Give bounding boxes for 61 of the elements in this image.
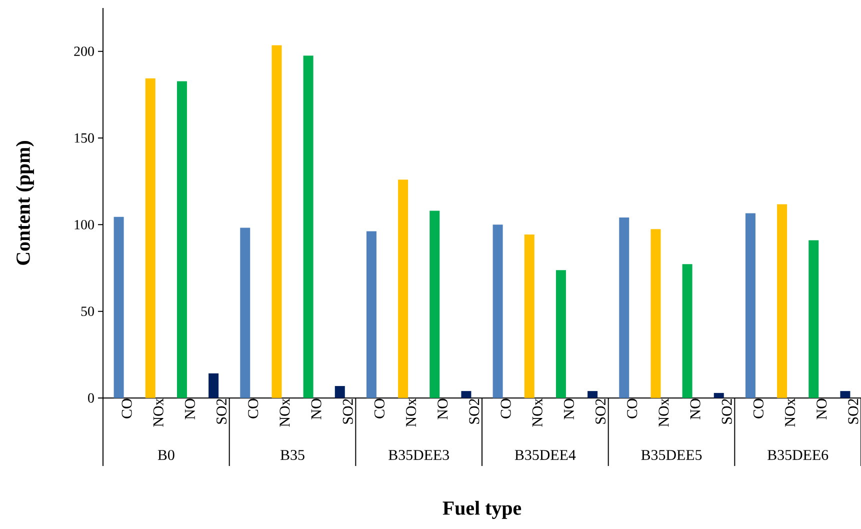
text: SO2	[848, 399, 858, 424]
bar	[208, 373, 219, 398]
bar	[840, 391, 850, 398]
text: CO	[374, 398, 384, 418]
bar	[334, 386, 345, 398]
text: CO	[248, 398, 258, 418]
x-tick-label: B35	[280, 450, 304, 460]
bar	[745, 213, 756, 398]
x-tick-label: B35DEE5	[641, 450, 702, 460]
bar	[398, 180, 408, 398]
bar	[240, 228, 250, 398]
text: CO	[753, 398, 764, 418]
bar	[682, 264, 692, 398]
bar	[808, 240, 819, 398]
text: SO2	[722, 399, 732, 424]
text: NOx	[532, 398, 542, 427]
y-axis-title: Content (ppm)	[16, 141, 34, 265]
bar	[619, 218, 630, 398]
y-tick-label: 200	[74, 46, 94, 56]
text: CO	[500, 398, 511, 418]
bar	[650, 229, 661, 398]
text: CO	[122, 398, 132, 418]
bar	[461, 391, 472, 398]
bar	[145, 78, 156, 398]
bar	[588, 391, 598, 398]
text: NO	[184, 398, 195, 420]
bar	[303, 56, 314, 398]
bar	[430, 210, 440, 398]
text: NO	[311, 398, 322, 420]
text: SO2	[342, 399, 353, 424]
text: CO	[627, 398, 638, 418]
text: NO	[816, 398, 827, 420]
text: SO2	[469, 399, 480, 424]
x-axis-title: Fuel type	[442, 500, 522, 519]
x-tick-label: B35DEE4	[514, 450, 576, 460]
y-tick-label: 0	[88, 393, 94, 403]
text: NOx	[406, 398, 416, 427]
bar	[114, 216, 124, 398]
text: SO2	[596, 399, 606, 424]
text: NO	[564, 398, 574, 420]
bar	[714, 392, 724, 398]
text: NOx	[658, 398, 669, 427]
text: NOx	[785, 398, 796, 427]
bar	[556, 270, 566, 398]
x-tick-label: B35DEE3	[388, 450, 449, 460]
text: NO	[690, 398, 700, 420]
y-tick-label: 50	[81, 306, 94, 316]
text: NO	[438, 398, 448, 420]
bar	[176, 81, 187, 398]
text: NOx	[280, 398, 290, 427]
x-tick-label: B35DEE6	[768, 450, 828, 460]
text: NOx	[153, 398, 164, 427]
bar	[524, 234, 534, 398]
y-tick-label: 100	[74, 220, 94, 230]
x-tick-label: B0	[158, 450, 174, 460]
bar	[366, 231, 376, 398]
text: SO2	[216, 399, 227, 424]
bar	[492, 224, 503, 398]
bar	[777, 204, 788, 398]
y-tick-label: 150	[74, 133, 94, 143]
bar	[272, 45, 282, 398]
